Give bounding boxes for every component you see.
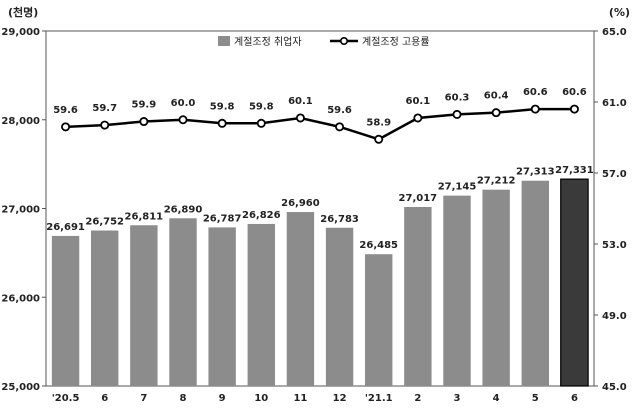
rate-value-label: 60.3: [445, 92, 470, 103]
category-label: '21.1: [365, 393, 393, 404]
bar-value-label: 26,787: [203, 213, 242, 224]
bar-7: [325, 227, 354, 386]
bar-value-label: 26,890: [164, 204, 203, 215]
rate-point-7: [335, 122, 345, 132]
right-axis-tick-label: 65.0: [602, 27, 627, 38]
bar-value-label: 26,691: [46, 222, 85, 233]
right-axis-tick-label: 61.0: [602, 98, 627, 109]
bar-8: [365, 254, 393, 386]
bar-3: [169, 218, 197, 386]
bar-0: [51, 235, 80, 386]
category-label: 6: [101, 393, 108, 404]
right-axis-tick-label: 53.0: [602, 240, 627, 251]
rate-value-label: 59.6: [53, 105, 78, 116]
rate-value-label: 58.9: [366, 117, 391, 128]
bar-value-label: 26,783: [320, 214, 359, 225]
legend-line-marker: [339, 36, 348, 45]
rate-point-6: [295, 113, 305, 123]
bar-value-label: 26,826: [242, 210, 281, 221]
bar-value-label: 27,331: [555, 165, 594, 176]
left-axis-tick-label: 25,000: [1, 382, 40, 393]
rate-value-label: 60.6: [562, 87, 587, 98]
rate-point-11: [491, 108, 501, 118]
right-axis-tick-label: 57.0: [602, 169, 627, 180]
employment-rate-line: [65, 107, 575, 141]
category-label: 11: [293, 393, 307, 404]
legend-bar-label: 계절조정 취업자: [234, 35, 302, 48]
category-label: 9: [219, 393, 226, 404]
rate-point-2: [139, 117, 149, 127]
bar-value-label: 26,485: [359, 240, 398, 251]
rate-value-label: 60.0: [171, 98, 196, 109]
bar-value-label: 27,017: [399, 193, 438, 204]
category-label: 5: [532, 393, 539, 404]
category-label: 10: [254, 393, 268, 404]
bar-2: [130, 225, 158, 386]
bar-12: [521, 180, 549, 386]
rate-point-12: [530, 104, 540, 114]
rate-point-5: [256, 118, 266, 128]
rate-point-8: [374, 134, 384, 144]
rate-point-3: [178, 115, 188, 125]
rate-point-9: [413, 113, 423, 123]
bar-value-label: 27,212: [477, 176, 516, 187]
left-axis-unit: (천명): [8, 5, 38, 19]
bar-value-label: 26,811: [125, 211, 164, 222]
legend-bar-swatch: [218, 36, 230, 46]
rate-value-label: 59.8: [249, 101, 274, 112]
category-label: 2: [414, 393, 421, 404]
rate-value-label: 60.6: [523, 87, 548, 98]
right-axis-tick-label: 45.0: [602, 382, 627, 393]
category-label: 12: [333, 393, 347, 404]
rate-value-label: 59.8: [210, 101, 235, 112]
rate-point-0: [61, 122, 71, 132]
rate-point-13: [569, 104, 579, 114]
category-label: 7: [140, 393, 147, 404]
rate-value-label: 59.6: [327, 105, 352, 116]
bar-value-label: 26,960: [281, 198, 320, 209]
bar-9: [404, 206, 432, 386]
bar-6: [286, 212, 315, 386]
plot-frame: [45, 30, 595, 387]
legend-line-label: 계절조정 고용률: [362, 35, 430, 48]
category-label: 4: [493, 393, 500, 404]
rate-value-label: 60.1: [406, 96, 431, 107]
bar-5: [247, 223, 275, 386]
rate-value-label: 60.1: [288, 96, 313, 107]
category-label: 6: [571, 393, 578, 404]
rate-point-10: [452, 109, 462, 119]
category-label: 3: [454, 393, 461, 404]
rate-value-label: 59.9: [132, 100, 157, 111]
rate-point-1: [100, 120, 110, 130]
rate-point-4: [217, 118, 227, 128]
category-label: '20.5: [52, 393, 80, 404]
bar-4: [208, 227, 236, 386]
left-axis-tick-label: 26,000: [1, 293, 40, 304]
left-axis-tick-label: 29,000: [1, 27, 40, 38]
bar-13: [560, 178, 589, 387]
bar-10: [443, 195, 471, 386]
left-axis-tick-label: 28,000: [1, 116, 40, 127]
rate-value-label: 59.7: [92, 103, 117, 114]
right-axis-unit: (%): [609, 6, 630, 19]
bar-value-label: 26,752: [85, 217, 124, 228]
left-axis-tick-label: 27,000: [1, 205, 40, 216]
bar-1: [91, 230, 119, 386]
bar-value-label: 27,313: [516, 167, 555, 178]
category-label: 8: [180, 393, 187, 404]
right-axis-tick-label: 49.0: [602, 311, 627, 322]
bar-value-label: 27,145: [438, 182, 477, 193]
bar-11: [482, 189, 510, 386]
rate-value-label: 60.4: [484, 91, 509, 102]
